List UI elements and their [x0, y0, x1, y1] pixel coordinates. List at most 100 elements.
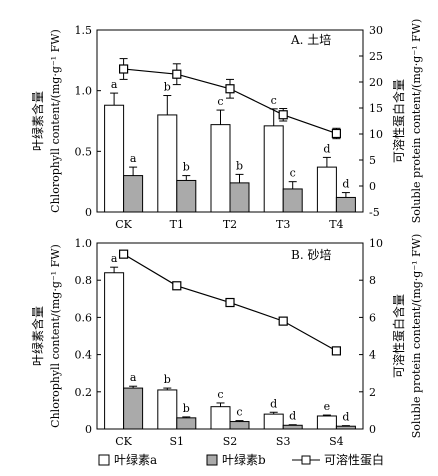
significance-label: b	[183, 161, 190, 174]
bar	[210, 124, 231, 213]
legend-label: 可溶性蛋白	[324, 452, 384, 467]
x-tick-label: S3	[276, 435, 291, 448]
x-tick-label: T2	[223, 218, 237, 231]
bar	[157, 114, 178, 213]
significance-label: d	[342, 178, 349, 191]
significance-label: b	[236, 159, 243, 172]
legend-marker	[301, 455, 311, 465]
bar	[104, 104, 125, 213]
significance-label: e	[324, 400, 331, 413]
x-tick-label: S1	[170, 435, 185, 448]
x-tick-label: CK	[115, 218, 132, 231]
legend: 叶绿素a 叶绿素b 可溶性蛋白	[98, 452, 384, 467]
y2-tick-label: -5	[369, 206, 380, 219]
significance-label: d	[270, 397, 277, 410]
significance-label: b	[164, 81, 171, 94]
protein-marker	[118, 249, 129, 259]
y-axis-title-en: Chlorophyll content/(mg·g⁻¹ FW)	[49, 29, 62, 213]
y2-axis-title-en: Soluble protein content/(mg·g⁻¹ FW)	[410, 19, 423, 224]
bar	[123, 387, 144, 430]
legend-swatch-gray	[206, 454, 218, 466]
bar	[229, 182, 250, 213]
y-tick-label: 0.8	[75, 274, 93, 287]
y-tick-label: 0.6	[75, 311, 93, 324]
bar	[176, 417, 197, 430]
protein-marker	[118, 64, 129, 74]
x-tick-label: T3	[276, 218, 290, 231]
protein-marker	[225, 297, 235, 308]
significance-label: b	[164, 373, 171, 386]
y2-tick-label: 0	[369, 423, 376, 436]
y2-tick-label: 4	[369, 349, 376, 362]
significance-label: c	[236, 406, 242, 419]
y-tick-label: 1.0	[75, 85, 93, 98]
y2-tick-label: 15	[369, 102, 383, 115]
y2-tick-label: 2	[369, 386, 376, 399]
legend-label: 叶绿素b	[222, 452, 266, 467]
panel-label: A. 土培	[290, 32, 331, 47]
bar	[176, 179, 197, 213]
bar	[316, 166, 337, 213]
protein-marker	[331, 346, 341, 356]
protein-marker	[278, 316, 288, 326]
significance-label: c	[217, 388, 223, 401]
y-tick-label: 0.5	[75, 145, 93, 158]
y2-tick-label: 8	[369, 274, 376, 287]
significance-label: c	[290, 167, 296, 180]
legend-swatch-white	[98, 454, 110, 466]
significance-label: c	[271, 94, 277, 107]
x-tick-label: T4	[329, 218, 343, 231]
bar	[104, 272, 125, 430]
y2-axis-title-en: Soluble protein content/(mg·g⁻¹ FW)	[410, 234, 423, 439]
x-tick-label: T1	[170, 218, 184, 231]
y2-tick-label: 25	[369, 50, 383, 63]
bar	[123, 175, 144, 213]
bar	[210, 406, 231, 430]
bar	[229, 421, 250, 430]
significance-label: d	[323, 142, 330, 155]
significance-label: a	[130, 152, 137, 165]
y-axis-title-cn: 叶绿素含量	[30, 306, 45, 366]
significance-label: a	[130, 371, 137, 384]
y-tick-label: 0	[85, 423, 92, 436]
y-tick-label: 0.4	[75, 349, 93, 362]
protein-marker	[331, 128, 341, 139]
panel-b: 0 0.2 0.4 0.6 0.8 1.0 0 2 4 6 8 10 CK S1 S2 S3 S4 a b c d e a b…	[30, 234, 423, 448]
significance-label: a	[111, 78, 118, 91]
bar	[282, 424, 303, 430]
legend-label: 叶绿素a	[114, 452, 157, 467]
y-tick-label: 0.2	[75, 386, 93, 399]
bar	[316, 415, 337, 430]
x-tick-label: S4	[329, 435, 344, 448]
y2-tick-label: 20	[369, 76, 383, 89]
y2-tick-label: 10	[369, 128, 383, 141]
y-axis-title-cn: 叶绿素含量	[30, 91, 45, 151]
significance-label: a	[111, 252, 118, 265]
bar	[335, 196, 356, 213]
y2-tick-label: 0	[369, 180, 376, 193]
x-tick-label: S2	[223, 435, 238, 448]
protein-line	[123, 68, 337, 135]
significance-label: d	[289, 410, 296, 423]
panel-label: B. 砂培	[291, 247, 331, 262]
bar	[335, 425, 356, 430]
bar	[282, 188, 303, 213]
y-axis-title-en: Chlorophyll content/(mg·g⁻¹ FW)	[49, 244, 62, 428]
protein-marker	[172, 69, 182, 79]
y-tick-label: 1.0	[75, 237, 93, 250]
y2-axis-title-cn: 可溶性蛋白含量	[391, 79, 406, 163]
y2-tick-label: 10	[369, 237, 383, 250]
y2-tick-label: 5	[369, 154, 376, 167]
x-tick-label: CK	[115, 435, 132, 448]
significance-label: c	[217, 95, 223, 108]
protein-marker	[172, 281, 182, 291]
bar	[263, 125, 284, 213]
significance-label: b	[183, 402, 190, 415]
bar	[157, 389, 178, 430]
panel-a: 0 0.5 1.0 1.5 -5 0 5 10 15 20 25 30 CK T1 T2 T3 T4 a b c c d a…	[30, 19, 423, 231]
y2-axis-title-cn: 可溶性蛋白含量	[391, 294, 406, 378]
y-tick-label: 0	[85, 206, 92, 219]
protein-marker	[278, 110, 288, 120]
y2-tick-label: 6	[369, 311, 376, 324]
